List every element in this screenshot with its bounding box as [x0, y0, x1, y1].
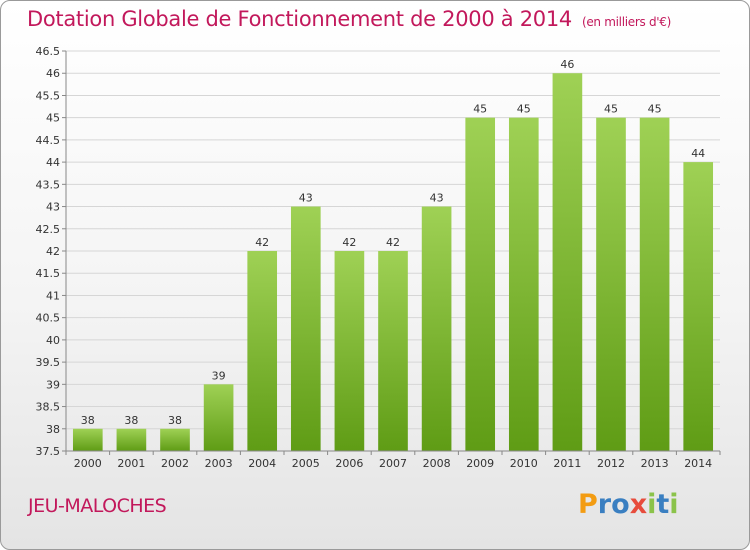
y-tick-label: 46.5 [36, 45, 61, 58]
bar-value-label: 45 [648, 103, 662, 116]
x-tick-label: 2012 [597, 457, 625, 470]
y-tick-label: 44.5 [36, 134, 61, 147]
bars: 38 38 38 39 42 43 42 42 43 45 45 46 45 45 44 [72, 58, 714, 452]
bar [203, 384, 234, 451]
bar [334, 251, 365, 451]
logo-letter: t [656, 489, 670, 520]
x-axis: 2000 2001 2002 2003 2004 2005 2006 2007 2008 2009… [65, 451, 721, 470]
bar [378, 251, 408, 451]
bar-value-label: 45 [473, 103, 487, 116]
y-tick-label: 46 [46, 67, 60, 80]
y-tick-label: 38 [46, 423, 60, 436]
bar-value-label: 38 [81, 414, 95, 427]
bar [160, 428, 190, 451]
x-tick-label: 2005 [292, 457, 320, 470]
logo-letter: P [578, 489, 598, 520]
y-tick-label: 43.5 [36, 178, 61, 191]
logo-letter: o [611, 489, 630, 520]
bar-value-label: 43 [430, 192, 444, 205]
bar [508, 117, 539, 452]
x-tick-label: 2003 [205, 457, 233, 470]
y-tick-label: 38.5 [36, 401, 61, 414]
x-tick-label: 2004 [248, 457, 276, 470]
axes [65, 51, 720, 452]
bar-value-label: 43 [299, 192, 313, 205]
bar-value-label: 42 [255, 236, 269, 249]
y-tick-label: 41 [46, 289, 60, 302]
bar [639, 117, 670, 452]
y-tick-label: 37.5 [36, 445, 61, 458]
y-tick-label: 44 [46, 156, 60, 169]
x-tick-label: 2014 [684, 457, 712, 470]
logo-letter: i [647, 489, 657, 520]
y-tick-label: 40 [46, 334, 60, 347]
y-tick-label: 45.5 [36, 89, 61, 102]
x-tick-label: 2000 [74, 457, 102, 470]
x-tick-label: 2001 [117, 457, 145, 470]
bar-value-label: 38 [168, 414, 182, 427]
bar [72, 428, 103, 451]
proxiti-logo: Proxiti [578, 489, 679, 520]
bar [247, 251, 278, 451]
x-tick-label: 2007 [379, 457, 407, 470]
bar [421, 206, 452, 451]
x-tick-label: 2008 [423, 457, 451, 470]
y-tick-label: 42.5 [36, 223, 61, 236]
y-tick-label: 41.5 [36, 267, 61, 280]
x-tick-label: 2010 [510, 457, 538, 470]
bar [465, 117, 496, 452]
chart-title-text: Dotation Globale de Fonctionnement de 20… [27, 7, 572, 31]
bar-value-label: 45 [604, 103, 618, 116]
place-name: JEU-MALOCHES [28, 495, 167, 517]
bar-value-label: 46 [560, 58, 574, 71]
bar [290, 206, 321, 451]
bar-value-label: 38 [124, 414, 138, 427]
logo-letter: r [597, 489, 612, 520]
y-tick-label: 45 [46, 112, 60, 125]
bar [596, 117, 626, 452]
bar-value-label: 44 [691, 147, 705, 160]
y-tick-label: 43 [46, 201, 60, 214]
bar-value-label: 39 [212, 369, 226, 382]
x-tick-label: 2013 [641, 457, 669, 470]
y-axis: 37.5 38 38.5 39 39.5 40 40.5 41 41.5 42 42.5 43 43.5… [36, 45, 66, 458]
chart-subtitle: (en milliers d'€) [581, 15, 671, 29]
chart-title: Dotation Globale de Fonctionnement de 20… [27, 7, 671, 31]
y-tick-label: 42 [46, 245, 60, 258]
bar [552, 73, 583, 451]
logo-letter: i [669, 489, 679, 520]
y-tick-label: 39 [46, 378, 60, 391]
x-tick-label: 2011 [553, 457, 581, 470]
y-tick-label: 39.5 [36, 356, 61, 369]
y-tick-label: 40.5 [36, 312, 61, 325]
x-tick-label: 2009 [466, 457, 494, 470]
logo-letter: x [629, 489, 648, 520]
bar-value-label: 42 [386, 236, 400, 249]
x-tick-label: 2002 [161, 457, 189, 470]
bar-value-label: 42 [342, 236, 356, 249]
bar [683, 162, 714, 451]
bar-value-label: 45 [517, 103, 531, 116]
bar [116, 428, 147, 451]
x-tick-label: 2006 [335, 457, 363, 470]
